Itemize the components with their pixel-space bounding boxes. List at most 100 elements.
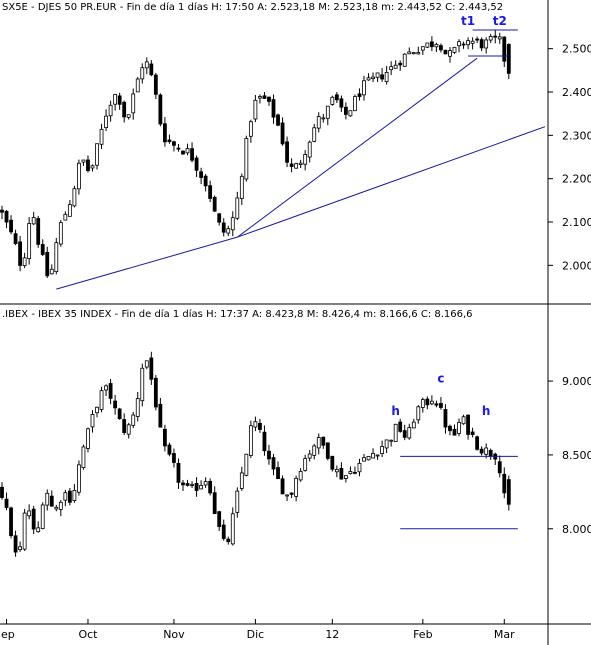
candle	[393, 60, 398, 69]
candle	[58, 500, 63, 517]
x-axis: ep Oct Nov Dic 12 Feb Mar	[1, 619, 515, 641]
y-tick-label: 2.300	[562, 129, 591, 142]
candle	[49, 490, 54, 507]
candle	[81, 444, 86, 470]
ibex-header: .IBEX - IBEX 35 INDEX - Fin de día 1 día…	[2, 308, 473, 320]
candle	[22, 508, 27, 551]
x-tick-label: Oct	[78, 628, 98, 641]
candle	[217, 510, 222, 531]
candle	[230, 507, 235, 546]
candle	[63, 211, 68, 221]
candle	[325, 105, 330, 126]
candle	[108, 100, 113, 122]
candle	[131, 412, 136, 429]
candle	[72, 185, 77, 208]
candle	[398, 418, 403, 433]
candle	[9, 215, 13, 235]
candle	[162, 117, 167, 147]
candle	[149, 60, 154, 77]
x-tick-label: 12	[325, 628, 339, 641]
candle	[248, 119, 253, 143]
trend-line	[237, 126, 546, 238]
candle	[330, 455, 335, 472]
candle	[402, 424, 407, 441]
candle	[443, 404, 448, 434]
candle	[425, 42, 430, 49]
candle	[312, 443, 317, 460]
candle	[298, 159, 303, 168]
candle	[140, 363, 145, 407]
candle	[13, 530, 18, 557]
candle	[448, 424, 452, 436]
candle	[235, 487, 240, 518]
candle	[113, 93, 118, 111]
candle	[36, 215, 41, 248]
candle	[294, 162, 299, 169]
candle	[194, 477, 199, 497]
pattern-annotation: c	[437, 372, 444, 386]
y-tick-label: 8.500	[562, 449, 591, 462]
candle	[384, 439, 389, 454]
candle	[362, 454, 366, 462]
candle	[258, 94, 262, 104]
candle	[153, 375, 158, 411]
candle	[497, 455, 502, 478]
candle	[316, 433, 321, 455]
candle	[104, 109, 108, 132]
candle	[497, 32, 502, 44]
candle	[316, 112, 321, 133]
candle	[31, 505, 36, 535]
candle	[221, 519, 226, 541]
candle	[271, 453, 276, 476]
candle	[9, 506, 13, 539]
candle	[212, 486, 217, 515]
candle	[13, 229, 18, 246]
candle	[190, 142, 194, 163]
candle	[429, 395, 434, 406]
candle	[461, 414, 466, 425]
candle	[461, 41, 466, 49]
candle	[262, 92, 267, 100]
candle	[126, 422, 131, 439]
candle	[239, 173, 244, 205]
candle	[416, 46, 421, 55]
pattern-annotation: t1	[461, 14, 475, 28]
candle	[488, 33, 493, 44]
candle	[122, 413, 127, 436]
candle	[149, 351, 154, 385]
candle	[434, 42, 439, 53]
candle	[276, 461, 280, 480]
candle	[479, 37, 484, 52]
candle	[27, 504, 32, 520]
x-tick-label: ep	[1, 628, 15, 641]
candle	[475, 36, 480, 44]
candle	[63, 489, 68, 507]
candle	[267, 96, 271, 106]
candle	[181, 150, 185, 155]
candle	[434, 400, 439, 408]
candle	[348, 110, 353, 117]
candle	[402, 53, 407, 67]
candle	[126, 114, 131, 120]
pattern-annotation: h	[391, 404, 400, 418]
pattern-annotation: h	[482, 404, 491, 418]
candle	[167, 134, 172, 144]
candle	[479, 446, 484, 456]
candle	[172, 448, 176, 468]
candle	[221, 218, 226, 237]
y-tick-label: 8.000	[562, 523, 591, 536]
candle	[375, 454, 380, 460]
candle	[140, 63, 145, 84]
candle	[448, 47, 452, 63]
candle	[393, 423, 398, 442]
candle	[475, 435, 480, 451]
candle	[162, 424, 167, 452]
candle	[22, 252, 27, 269]
candle	[411, 52, 416, 55]
candle	[506, 43, 511, 80]
candle	[366, 455, 371, 461]
candle	[4, 210, 9, 229]
candle	[321, 113, 326, 123]
y-tick-label: 9.000	[562, 375, 591, 388]
